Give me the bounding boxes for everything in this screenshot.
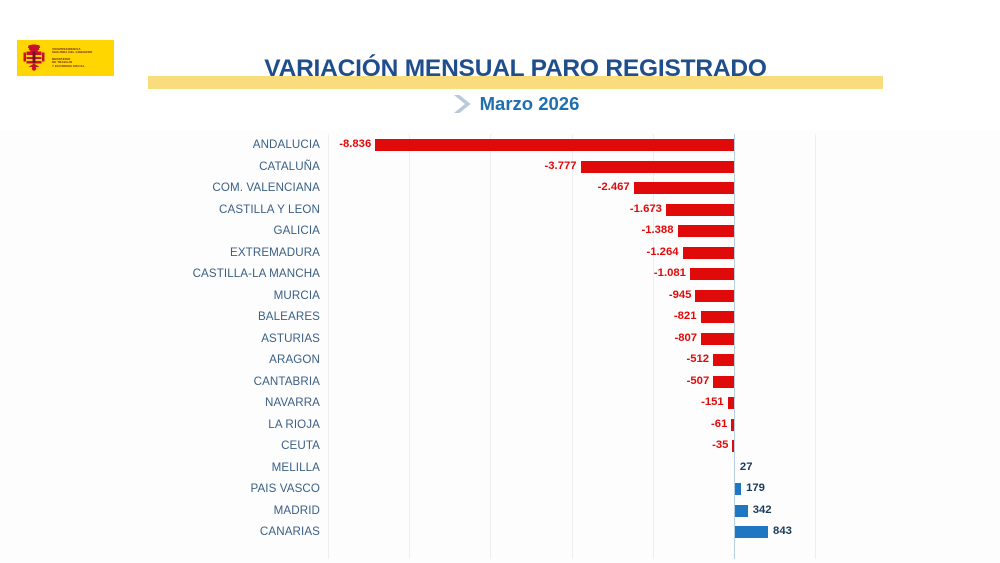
category-label: ARAGON	[269, 353, 320, 366]
logo-line: VICEPRESIDENCIA	[52, 46, 81, 51]
bar[interactable]	[682, 246, 734, 259]
bar[interactable]	[732, 440, 734, 452]
value-label: -507	[686, 374, 710, 387]
gridline	[409, 134, 411, 559]
value-label: -8.836	[339, 138, 372, 150]
value-label: 27	[739, 460, 753, 473]
bar-row: LA RIOJA -61	[0, 414, 1000, 436]
category-label: MELILLA	[271, 460, 320, 474]
category-label: MURCIA	[273, 288, 320, 302]
value-label: -512	[686, 353, 710, 365]
category-label: CANARIAS	[259, 525, 320, 538]
subtitle-row: Marzo 2026	[148, 93, 883, 115]
bar-row: CATALUÑA -3.777	[0, 156, 1000, 178]
value-label: -945	[668, 288, 692, 301]
logo-line: Y ECONOMIA SOCIAL	[52, 63, 85, 68]
bar-row: MELILLA 27	[0, 457, 1000, 479]
logo-text-block: VICEPRESIDENCIA SEGUNDA DEL GOBIERNO MIN…	[52, 46, 93, 68]
category-label: ANDALUCIA	[252, 138, 320, 151]
bar-row: CANARIAS 843	[0, 521, 1000, 543]
value-label: -2.467	[597, 181, 630, 193]
value-label: -3.777	[544, 159, 577, 172]
bar[interactable]	[689, 268, 734, 280]
coat-of-arms-icon	[21, 43, 47, 73]
category-label: ASTURIAS	[261, 331, 320, 345]
category-label: CASTILLA Y LEON	[219, 202, 320, 216]
value-label: -151	[701, 396, 724, 408]
gobierno-de-espana-logo: VICEPRESIDENCIA SEGUNDA DEL GOBIERNO MIN…	[17, 40, 114, 76]
category-label: CANTABRIA	[253, 374, 320, 388]
bar[interactable]	[665, 203, 734, 216]
bar[interactable]	[713, 354, 734, 366]
gridline	[652, 134, 654, 559]
plot-area	[328, 134, 816, 559]
bar[interactable]	[733, 526, 769, 538]
value-label: -1.673	[629, 202, 662, 215]
bar-row: COM. VALENCIANA -2.467	[0, 177, 1000, 199]
bar[interactable]	[733, 504, 748, 517]
value-label: -1.081	[653, 267, 686, 279]
logo-line: MINISTERIO	[52, 56, 71, 61]
logo-line: DE TRABAJO	[52, 60, 73, 65]
chevron-right-icon	[453, 95, 471, 113]
bar-row: MADRID 342	[0, 500, 1000, 522]
bar[interactable]	[375, 139, 734, 151]
bar-chart: ANDALUCIA -8.836 CATALUÑA -3.777 COM. VALENC…	[0, 131, 1000, 563]
bar[interactable]	[701, 332, 734, 345]
category-label: NAVARRA	[264, 396, 320, 409]
gridline	[815, 134, 816, 559]
gridline	[490, 134, 492, 559]
category-label: CATALUÑA	[259, 159, 320, 173]
bar[interactable]	[731, 418, 734, 431]
value-label: 843	[773, 525, 792, 537]
gridline	[328, 134, 329, 559]
value-label: 342	[752, 503, 772, 516]
category-label: CASTILLA-LA MANCHA	[192, 267, 320, 280]
value-label: -807	[674, 331, 698, 344]
category-label: GALICIA	[273, 224, 320, 237]
bar[interactable]	[677, 225, 734, 237]
bar-row: CASTILLA Y LEON -1.673	[0, 199, 1000, 221]
bar-row: NAVARRA -151	[0, 392, 1000, 414]
title-highlight-bar	[148, 76, 883, 89]
bar[interactable]	[727, 397, 734, 409]
bar-row: CANTABRIA -507	[0, 371, 1000, 393]
bar-row: CEUTA -35	[0, 435, 1000, 457]
category-label: PAIS VASCO	[250, 482, 320, 495]
bar-row: ANDALUCIA -8.836	[0, 134, 1000, 156]
bar-row: EXTREMADURA -1.264	[0, 242, 1000, 264]
category-label: EXTREMADURA	[230, 245, 320, 259]
value-label: -35	[712, 439, 729, 451]
bar[interactable]	[733, 483, 742, 495]
category-label: COM. VALENCIANA	[212, 181, 320, 194]
page-title: VARIACIÓN MENSUAL PARO REGISTRADO	[264, 55, 767, 82]
bar-row: ARAGON -512	[0, 349, 1000, 371]
bar-row: PAIS VASCO 179	[0, 478, 1000, 500]
bar-row: ASTURIAS -807	[0, 328, 1000, 350]
value-label: -1.264	[646, 245, 679, 258]
bar-row: BALEARES -821	[0, 306, 1000, 328]
page-subtitle: Marzo 2026	[479, 93, 580, 114]
value-label: -1.388	[641, 224, 674, 236]
bar-row: GALICIA -1.388	[0, 220, 1000, 242]
category-label: LA RIOJA	[268, 417, 320, 431]
value-label: 179	[746, 482, 765, 494]
value-label: -61	[711, 417, 728, 430]
bar-row: CASTILLA-LA MANCHA -1.081	[0, 263, 1000, 285]
bar[interactable]	[695, 289, 734, 302]
category-label: MADRID	[273, 503, 320, 517]
bar[interactable]	[700, 311, 734, 323]
category-label: BALEARES	[257, 310, 320, 323]
category-label: CEUTA	[281, 439, 320, 452]
bar[interactable]	[633, 182, 734, 194]
bar-row: MURCIA -945	[0, 285, 1000, 307]
logo-line: SEGUNDA DEL GOBIERNO	[52, 50, 93, 55]
gridline	[571, 134, 573, 559]
bar[interactable]	[713, 375, 734, 388]
bar[interactable]	[580, 160, 734, 173]
value-label: -821	[673, 310, 697, 322]
zero-axis-line	[733, 134, 736, 559]
